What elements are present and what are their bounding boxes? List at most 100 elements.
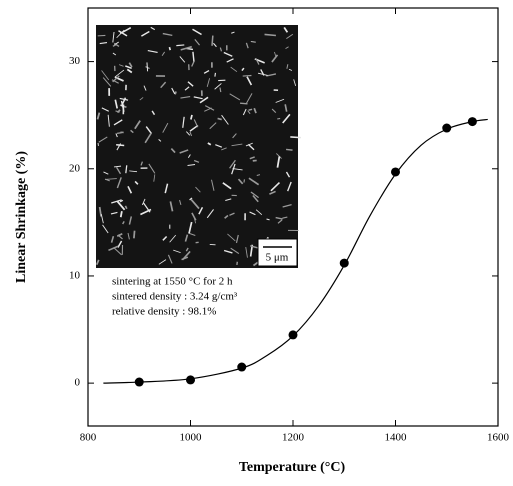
grain: [231, 143, 243, 147]
grain: [150, 26, 156, 31]
grain: [189, 124, 199, 132]
grain: [221, 147, 227, 151]
grain: [158, 259, 167, 265]
grain: [113, 247, 122, 256]
grain: [116, 232, 123, 237]
grain: [162, 32, 173, 37]
grain: [241, 67, 245, 72]
grain: [104, 178, 110, 182]
grain: [158, 138, 162, 142]
grain: [195, 186, 201, 193]
grain: [107, 114, 110, 127]
grain: [95, 259, 100, 266]
grain: [173, 249, 181, 253]
grain: [169, 234, 177, 243]
grain: [270, 181, 281, 192]
grain: [229, 93, 241, 101]
grain: [141, 30, 150, 37]
grain: [112, 31, 115, 43]
x-tick-label: 800: [80, 432, 97, 444]
grain: [164, 183, 169, 194]
grain: [101, 70, 110, 81]
grain: [111, 79, 119, 84]
x-tick-label: 1400: [385, 432, 408, 444]
grain: [169, 201, 174, 212]
grain: [114, 69, 125, 78]
grain: [224, 214, 229, 219]
grain: [170, 148, 176, 154]
data-point: [134, 377, 144, 387]
grain: [204, 107, 212, 112]
data-point: [467, 117, 477, 127]
grain: [252, 194, 259, 203]
grain: [249, 211, 256, 216]
annotation: sintered density : 3.24 g/cm³: [112, 291, 238, 303]
grain: [232, 133, 237, 139]
grain: [271, 54, 279, 63]
y-tick-label: 0: [75, 377, 81, 389]
grain: [264, 33, 276, 37]
grain: [115, 166, 122, 175]
grain: [116, 109, 121, 114]
grain: [247, 143, 255, 151]
grain: [223, 51, 233, 57]
grain: [110, 211, 118, 215]
grain: [180, 45, 192, 51]
grain: [198, 206, 204, 215]
grain: [247, 110, 251, 115]
grain: [206, 209, 214, 219]
grain: [113, 42, 120, 48]
grain: [237, 178, 244, 185]
grain: [211, 35, 214, 46]
grain: [256, 174, 261, 176]
grain: [140, 161, 144, 166]
grain: [287, 181, 292, 192]
grain: [211, 179, 215, 191]
grain: [231, 163, 236, 175]
grain: [255, 209, 263, 216]
grain: [139, 97, 144, 101]
grain: [219, 47, 223, 52]
grain: [108, 245, 119, 252]
grain: [250, 191, 259, 199]
grain: [146, 62, 149, 72]
grain: [246, 76, 253, 86]
grain: [275, 98, 285, 103]
grain: [124, 205, 128, 210]
x-tick-label: 1600: [487, 432, 510, 444]
grain: [226, 58, 234, 63]
grain: [113, 119, 123, 126]
grain: [119, 199, 124, 203]
grain: [248, 177, 260, 186]
grain: [145, 126, 153, 135]
grain: [283, 26, 289, 33]
data-point: [186, 375, 195, 385]
grain: [222, 182, 232, 190]
grain: [206, 78, 211, 88]
grain: [231, 31, 235, 34]
grain: [114, 99, 119, 109]
grain: [126, 68, 133, 74]
grain: [227, 233, 236, 242]
grain: [117, 240, 123, 248]
grain: [188, 232, 196, 236]
grain: [110, 235, 115, 243]
grain: [125, 65, 132, 70]
grain: [191, 61, 195, 67]
grain: [160, 81, 167, 89]
y-tick-label: 20: [69, 162, 81, 174]
grain: [98, 206, 102, 217]
grain: [276, 153, 282, 159]
grain: [112, 75, 120, 83]
grain: [221, 114, 229, 125]
grain: [148, 163, 156, 174]
grain: [179, 149, 189, 154]
grain: [277, 117, 281, 120]
grain: [191, 212, 197, 221]
grain: [285, 46, 289, 50]
grain: [286, 33, 294, 40]
grain: [125, 165, 128, 174]
grain: [143, 202, 151, 213]
grain: [253, 107, 257, 114]
